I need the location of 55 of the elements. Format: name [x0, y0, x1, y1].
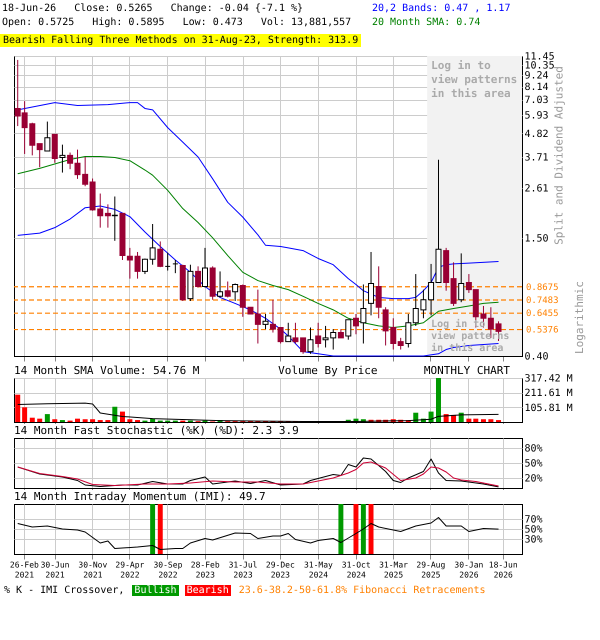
x-tick-label: 31-Oct 2024 [342, 560, 371, 580]
y-tick-label: 8.14 [524, 82, 549, 94]
y-tick-label: 9.24 [524, 70, 549, 82]
band-label: Log in to view patterns in this area [431, 59, 518, 100]
y-tick-label: 1.50 [524, 233, 549, 244]
text: % K - IMI Crossover, [3, 585, 126, 596]
y-tick-label: 317.42 M [524, 374, 573, 384]
chart-title: 14 Month Intraday Momentum (IMI): 49.7 [14, 490, 266, 503]
text: Volume By Price [278, 364, 378, 377]
y-tick-label: 7.03 [524, 95, 549, 106]
text: Logarithmic [573, 281, 586, 354]
x-tick-label: 30-Sep 2022 [153, 560, 183, 580]
y-tick-label: 2.61 [524, 184, 549, 195]
y-tick-label: 211.61 M [524, 388, 573, 400]
y-tick-label: 105.81 M [524, 402, 573, 414]
x-tick-label: 26-Feb 2021 [10, 560, 40, 580]
ref-line-label: 0.7483 [526, 296, 559, 306]
text: 23.6-38.2-50-61.8% Fibonacci Retracements [238, 585, 487, 596]
y-tick-label: 11.45 [524, 52, 555, 62]
y-tick-label: 10.35 [524, 60, 555, 72]
x-tick-label: 30-Jun 2021 [40, 560, 70, 580]
y-tick-label: 70% [524, 514, 543, 526]
y-tick-label: 20% [524, 474, 543, 484]
text: Bearish Falling Three Methods on 31-Aug-23, Strength: 313.9 [0, 34, 362, 47]
text: 20 Month SMA: 0.74 [372, 16, 482, 30]
x-tick-label: 31-Mar 2025 [379, 560, 408, 580]
chart-title: 14 Month SMA Volume: 54.76 M [14, 364, 200, 377]
x-tick-label: 18-Jun 2026 [488, 560, 518, 580]
y-tick-label: 5.93 [524, 110, 549, 122]
y-tick-label: 0.40 [524, 352, 549, 362]
y-axis-title: Split and Dividend Adjusted [552, 66, 566, 245]
y-tick-label: 80% [524, 444, 543, 454]
y-tick-label: 3.71 [524, 152, 549, 164]
ref-line-label: 0.8675 [526, 282, 559, 293]
text: MONTHLY CHART [424, 364, 510, 377]
x-tick-label: 30-Nov 2021 [78, 560, 108, 580]
text: Bearish [184, 585, 231, 596]
text: 20,2 Bands: 0.47 , 1.17 [372, 2, 510, 16]
chart-subtitle: Open: 0.5725 High: 0.5895 Low: 0.473 Vol: 13,881,557 [2, 17, 352, 28]
x-tick-label: 31-Jul 2023 [228, 560, 258, 580]
x-tick-label: 30-Jan 2026 [454, 560, 484, 580]
y-tick-label: 30% [524, 534, 543, 546]
chart-title: 14 Month Fast Stochastic (%K) (%D): 2.3 3.9 [14, 424, 299, 437]
chart-title: 18-Jun-26 Close: 0.5265 Change: -0.04 {-7.1 %} [2, 3, 304, 14]
x-tick-label: 29-Apr 2022 [115, 560, 145, 580]
y-tick-label: 50% [524, 458, 543, 470]
y-tick-label: 50% [524, 524, 543, 536]
text: Bullish [132, 585, 179, 596]
x-tick-label: 28-Feb 2023 [190, 560, 220, 580]
x-tick-label: 29-Dec 2023 [266, 560, 295, 580]
y-tick-label: 4.82 [524, 128, 549, 140]
ref-line-label: 0.6455 [526, 309, 559, 320]
x-tick-label: 29-Aug 2025 [416, 560, 446, 580]
ref-line-label: 0.5376 [526, 326, 559, 336]
x-tick-label: 31-May 2024 [304, 560, 334, 580]
